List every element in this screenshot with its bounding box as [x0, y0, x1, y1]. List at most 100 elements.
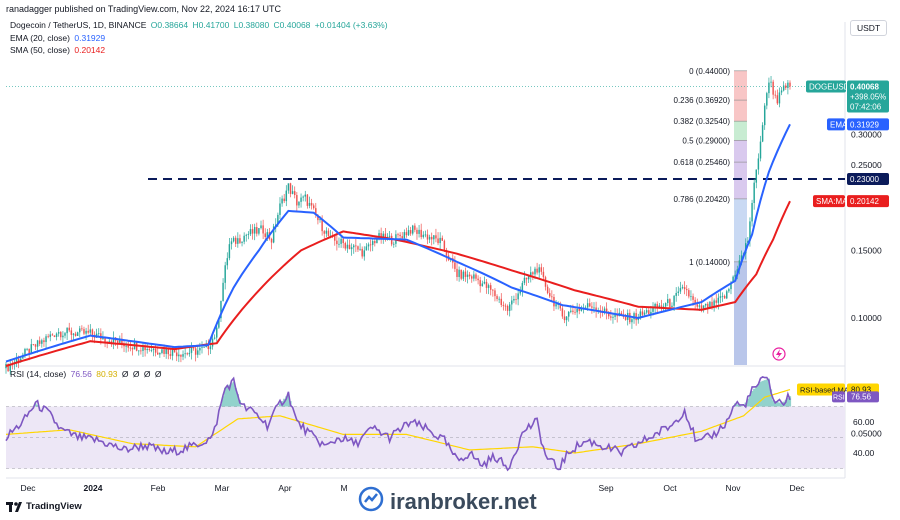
candle	[667, 299, 669, 304]
candle	[66, 327, 68, 334]
candle	[502, 304, 505, 306]
candle	[131, 348, 134, 350]
candle	[715, 300, 717, 303]
candle	[247, 234, 250, 235]
ema-tag-label[interactable]: EMA	[827, 118, 848, 131]
candle	[323, 231, 325, 234]
symbol-tag-text: DOGEUSDT	[809, 82, 854, 91]
candle	[281, 198, 283, 204]
candle	[256, 227, 258, 234]
rsi-ma-line[interactable]	[5, 389, 791, 454]
candle	[639, 311, 642, 319]
symbol-tag[interactable]: DOGEUSDT	[806, 80, 854, 93]
candle	[523, 277, 526, 283]
candle	[664, 303, 667, 307]
ohlc-change: +0.01404 (+3.63%)	[314, 20, 388, 30]
candle	[108, 341, 111, 343]
candle	[584, 307, 587, 309]
fib-zone	[734, 162, 747, 199]
candle	[361, 248, 363, 257]
candle	[369, 244, 372, 246]
candle	[376, 238, 378, 244]
ema-tag-value[interactable]: 0.31929	[847, 118, 889, 131]
candle	[270, 238, 273, 243]
candle	[430, 236, 433, 240]
candle	[645, 310, 648, 313]
ema-tag-label-text: EMA	[830, 120, 848, 129]
ema-info-line[interactable]: EMA (20, close) 0.31929	[10, 33, 105, 43]
resistance-tag-bg	[847, 173, 889, 186]
candle	[776, 95, 779, 104]
price-axis-tick: 0.15000	[851, 245, 882, 255]
fib-level-label: 0.382 (0.32540)	[674, 117, 731, 126]
resistance-tag[interactable]: 0.23000	[847, 173, 889, 186]
candle	[576, 308, 578, 313]
sma-info-line[interactable]: SMA (50, close) 0.20142	[10, 45, 105, 55]
candle	[112, 337, 115, 344]
candle	[315, 208, 317, 216]
candle	[458, 269, 460, 277]
time-axis-tick: Oct	[663, 483, 677, 493]
candle	[5, 364, 7, 369]
candle	[237, 238, 239, 244]
candle	[296, 195, 298, 206]
candle	[428, 236, 431, 240]
candle	[47, 336, 49, 338]
candle	[308, 202, 311, 206]
candle	[125, 345, 127, 347]
rsi-info-line[interactable]: RSI (14, close) 76.56 80.93 Ø Ø Ø Ø	[10, 369, 162, 379]
candle	[9, 364, 11, 372]
candle	[656, 303, 658, 309]
candle	[194, 348, 197, 355]
candle	[471, 276, 473, 279]
candle	[91, 329, 94, 335]
candle	[454, 262, 456, 269]
candle	[197, 350, 199, 355]
sma-tag-label[interactable]: SMA:MA	[813, 195, 848, 208]
candle	[702, 305, 705, 310]
rsi-ma-value: 80.93	[96, 369, 118, 379]
candle	[60, 332, 62, 338]
currency-button[interactable]: USDT	[850, 20, 888, 36]
candle	[721, 295, 724, 297]
candle	[694, 299, 696, 305]
candle	[515, 298, 517, 300]
tradingview-logo[interactable]: TradingView	[6, 501, 82, 512]
candle	[355, 245, 357, 247]
ema-line[interactable]	[5, 123, 791, 363]
candle	[85, 330, 87, 334]
fib-zone	[734, 100, 747, 122]
lightning-icon[interactable]	[772, 347, 786, 361]
ohlc-close: C0.40068	[273, 20, 311, 30]
candle	[789, 82, 791, 87]
candle	[17, 358, 20, 362]
candle	[696, 304, 699, 307]
candle	[182, 354, 184, 357]
candle	[157, 352, 159, 355]
price-axis-tick: 0.30000	[851, 130, 882, 140]
last-price-tag[interactable]: 0.40068+398.05%07:42:06	[847, 80, 889, 113]
fib-zone	[734, 121, 747, 141]
candle	[338, 243, 340, 245]
candle	[433, 235, 435, 240]
time-axis-tick: Feb	[151, 483, 166, 493]
candle	[763, 105, 766, 126]
candle	[148, 349, 151, 351]
candle	[154, 349, 157, 353]
candle	[165, 348, 167, 354]
candle	[384, 233, 387, 239]
symbol-name[interactable]: Dogecoin / TetherUS, 1D, BINANCE	[10, 20, 147, 30]
candle	[142, 346, 144, 351]
candle	[481, 283, 484, 287]
candle	[298, 201, 300, 206]
candle	[26, 348, 28, 350]
rsi-line[interactable]	[5, 376, 791, 472]
candle	[367, 244, 370, 247]
sma-tag-value[interactable]: 0.20142	[847, 195, 889, 208]
candle	[116, 340, 119, 343]
candle	[28, 348, 30, 354]
candle	[578, 308, 580, 311]
candle	[74, 333, 77, 336]
candle	[477, 278, 479, 281]
rsi-tag[interactable]: RSI 76.56	[832, 391, 879, 403]
